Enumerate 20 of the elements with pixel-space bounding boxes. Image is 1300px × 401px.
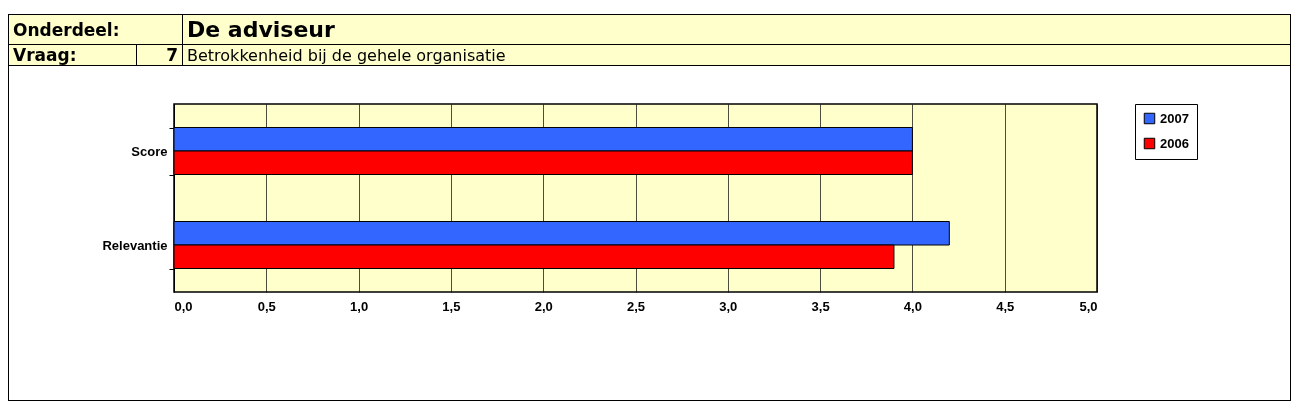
x-tick-label: 3,0 xyxy=(719,298,738,314)
chart-title: De adviseur xyxy=(182,14,1293,45)
x-tick-label: 2,0 xyxy=(534,298,553,314)
x-tick-label: 0,5 xyxy=(257,298,276,314)
chart-subtitle: Betrokkenheid bij de gehele organisatie xyxy=(182,44,1293,66)
x-tick-label: 4,0 xyxy=(903,298,922,314)
x-tick-label: 4,5 xyxy=(996,298,1015,314)
text: Onderdeel: xyxy=(8,14,183,45)
x-tick-label: 2,5 xyxy=(626,298,646,314)
x-tick-label: 0,0 xyxy=(174,298,193,314)
x-tick-label: 1,5 xyxy=(442,298,461,314)
text: 7 xyxy=(136,44,183,66)
x-tick-label: 5,0 xyxy=(1079,298,1098,314)
y-tick-label: Score xyxy=(131,143,168,159)
x-tick-label: 1,0 xyxy=(350,298,369,314)
y-tick-label: Relevantie xyxy=(102,237,168,253)
text: Vraag: xyxy=(8,44,137,66)
legend-label: 2007 xyxy=(1160,110,1189,126)
legend-label: 2006 xyxy=(1160,135,1189,151)
x-tick-label: 3,5 xyxy=(811,298,830,314)
